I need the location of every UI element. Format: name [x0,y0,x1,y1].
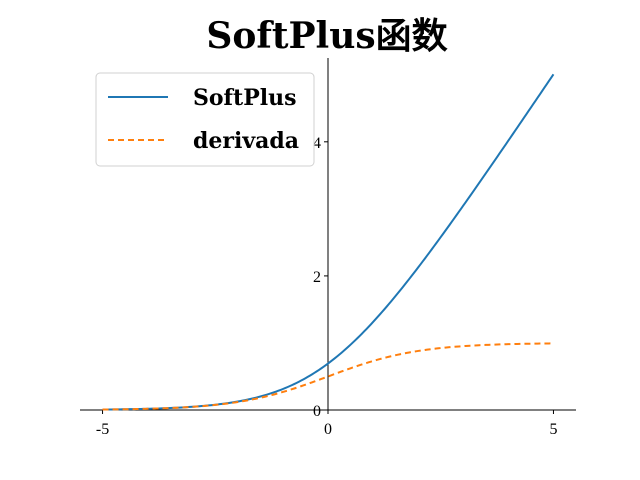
chart-title: SoftPlus函数 [206,15,447,57]
ticks: -5 0 5 0 2 4 [96,135,558,438]
legend-label-softplus: SoftPlus [193,85,296,111]
y-tick-label: 2 [313,269,321,286]
legend-label-derivada: derivada [193,128,299,154]
series-line-derivada [102,342,554,411]
y-tick-label: 4 [313,135,321,152]
x-tick-label: 5 [549,421,557,438]
x-tick-label: 0 [324,421,332,438]
x-tick-label: -5 [96,421,109,438]
legend: SoftPlus derivada [95,72,315,167]
y-tick-label: 0 [313,403,321,420]
series-layer [102,73,555,411]
